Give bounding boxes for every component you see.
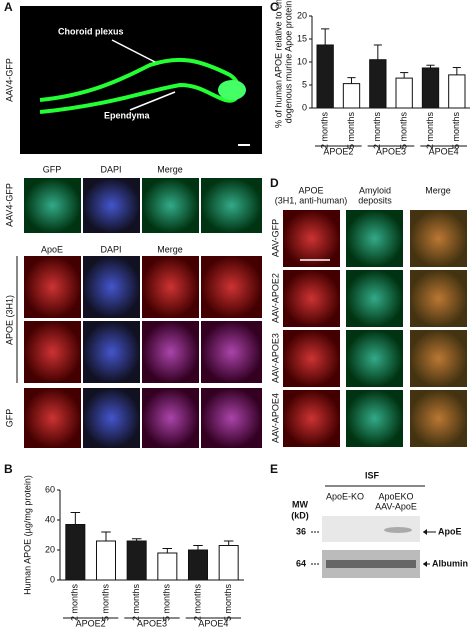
y-tick-label: 10 — [297, 56, 307, 66]
column-header: deposits — [358, 195, 392, 205]
arrow — [129, 91, 176, 111]
mw-label: MW — [292, 499, 308, 509]
annotation: Choroid plexus — [58, 26, 124, 36]
y-tick-label: 15 — [297, 33, 307, 43]
micrograph — [20, 6, 262, 154]
row-label: AAV-APOE4 — [270, 393, 280, 443]
bar — [448, 74, 466, 109]
row-label: GFP — [4, 409, 14, 428]
panel-label: C — [270, 0, 279, 14]
group-label: APOE2 — [76, 618, 106, 627]
panel-label: B — [4, 462, 13, 476]
band — [384, 527, 412, 533]
bar — [157, 552, 178, 581]
x-tick-label: 5 months — [451, 112, 461, 150]
band — [326, 560, 416, 568]
y-axis-label: Human APOE (µg/mg protein) — [22, 475, 32, 595]
bar — [421, 67, 440, 109]
group-label: APOE2 — [323, 146, 353, 156]
column-header: (3H1, anti-human) — [275, 195, 348, 205]
panel-label: E — [270, 462, 278, 476]
x-tick-label: 5 months — [399, 112, 409, 150]
band-label: ApoE — [438, 526, 462, 536]
y-tick-label: 40 — [45, 514, 55, 524]
column-header: GFP — [43, 164, 62, 174]
y-tick-label: 0 — [302, 102, 307, 112]
column-header: APOE — [298, 185, 323, 195]
bar — [369, 59, 387, 109]
column-header: DAPI — [100, 244, 121, 254]
bar — [218, 545, 239, 581]
y-tick-label: 0 — [50, 574, 55, 584]
row-label: AAV4-GFP — [4, 58, 14, 102]
x-tick-label: 2 months — [192, 584, 202, 622]
group-label: APOE4 — [198, 618, 228, 627]
x-tick-label: 5 months — [346, 112, 356, 150]
column-header: ApoEKO — [378, 491, 413, 501]
column-header: ApoE — [41, 244, 63, 254]
group-label: APOE4 — [429, 146, 459, 156]
annotation: Ependyma — [104, 110, 151, 120]
bar — [65, 524, 86, 581]
header: ISF — [365, 470, 380, 480]
panel-label: D — [270, 176, 279, 190]
image-row — [24, 256, 262, 448]
bar — [342, 83, 361, 109]
panel-label: A — [4, 0, 13, 14]
arrow — [111, 39, 156, 63]
row-label: AAV-GFP — [270, 219, 280, 257]
image-row — [24, 178, 262, 233]
y-tick-label: 20 — [297, 10, 307, 20]
tissue — [218, 80, 246, 100]
x-tick-label: 2 months — [372, 112, 382, 150]
column-header: AAV-ApoE — [375, 501, 417, 511]
x-tick-label: 5 months — [162, 584, 172, 622]
column-header: DAPI — [100, 164, 121, 174]
mw-label: (kD) — [291, 510, 309, 520]
column-header: Merge — [425, 185, 451, 195]
x-tick-label: 2 months — [320, 112, 330, 150]
x-tick-label: 2 months — [70, 584, 80, 622]
y-axis-label: dogenous murine Apoe protein — [283, 1, 293, 124]
y-tick-label: 5 — [302, 79, 307, 89]
marker: 36 — [296, 526, 306, 536]
y-axis-label: % of human APOE relative to en- — [273, 0, 283, 128]
column-header: Amyloid — [359, 185, 391, 195]
bar — [395, 77, 413, 109]
y-tick-label: 20 — [45, 544, 55, 554]
bar — [187, 549, 209, 581]
group-label: APOE3 — [376, 146, 406, 156]
y-tick-label: 60 — [45, 484, 55, 494]
bar — [95, 540, 117, 581]
x-tick-label: 2 months — [425, 112, 435, 150]
group-label: APOE3 — [137, 618, 167, 627]
bar — [126, 540, 147, 581]
column-header: ApoE-KO — [326, 491, 364, 501]
x-tick-label: 2 months — [131, 584, 141, 622]
marker: 64 — [296, 558, 306, 568]
row-label: AAV-APOE3 — [270, 333, 280, 383]
row-label: AAV4-GFP — [4, 183, 14, 227]
column-header: Merge — [157, 164, 183, 174]
bar — [316, 44, 334, 109]
x-tick-label: 5 months — [100, 584, 110, 622]
column-header: Merge — [157, 244, 183, 254]
row-label: APOE (3H1) — [4, 295, 14, 345]
row-label: AAV-APOE2 — [270, 273, 280, 323]
x-tick-label: 5 months — [223, 584, 233, 622]
arrow-head — [423, 529, 427, 567]
band-label: Albumin — [432, 558, 468, 568]
image-grid — [283, 210, 467, 447]
